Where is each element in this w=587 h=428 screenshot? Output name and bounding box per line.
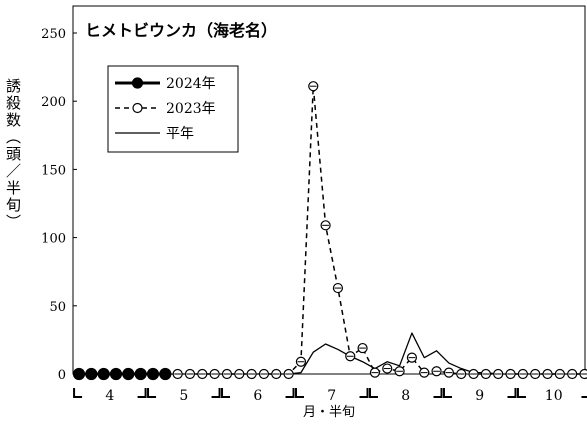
month-label-4: 4 xyxy=(105,388,114,404)
month-bracket-start-6 xyxy=(221,388,231,398)
data-point-solid-bold-filled-7 xyxy=(146,367,160,381)
month-bracket-start-7 xyxy=(295,388,305,398)
y-axis: 0 50 100 150 200 250 xyxy=(41,27,77,383)
series-line-solid-thin xyxy=(79,332,585,375)
legend-label-solid-thin: 平年 xyxy=(166,126,194,142)
month-bracket-end-4 xyxy=(137,388,147,398)
month-label-6: 6 xyxy=(253,388,262,404)
x-axis: 4 5 6 7 8 9 10 xyxy=(73,388,587,404)
month-label-5: 5 xyxy=(179,388,188,404)
data-point-solid-bold-filled-4 xyxy=(109,367,123,381)
plot-area xyxy=(72,5,586,375)
y-axis-label: 誘殺数（頭／半旬） xyxy=(4,78,22,231)
legend-marker-dashed-open xyxy=(132,102,143,114)
y-tick-label-0: 0 xyxy=(58,368,66,383)
data-point-solid-bold-filled-6 xyxy=(134,367,147,381)
month-bracket-end-10 xyxy=(581,396,587,398)
y-tick-label-150: 150 xyxy=(41,163,66,178)
legend-box xyxy=(107,65,239,153)
y-tick-label-50: 50 xyxy=(49,300,66,315)
data-point-solid-bold-filled-1 xyxy=(72,367,86,381)
month-bracket-start-5 xyxy=(147,388,157,398)
month-bracket-end-7 xyxy=(359,388,369,398)
month-label-8: 8 xyxy=(401,388,410,404)
data-point-solid-bold-filled-2 xyxy=(85,367,98,381)
data-point-solid-bold-filled-5 xyxy=(122,367,135,381)
month-bracket-end-8 xyxy=(433,388,443,398)
month-bracket-end-9 xyxy=(507,388,517,398)
series-layer xyxy=(72,81,587,381)
month-label-9: 9 xyxy=(475,388,484,404)
data-point-solid-bold-filled-3 xyxy=(97,367,110,381)
month-bracket-start-8 xyxy=(368,388,378,398)
y-tick-label-200: 200 xyxy=(41,95,66,110)
month-label-7: 7 xyxy=(327,388,336,404)
month-bracket-start-10 xyxy=(516,388,526,398)
legend-label-dashed-open: 2023年 xyxy=(166,101,216,117)
x-axis-label: 月・半旬 xyxy=(303,405,355,420)
chart-title: ヒメトビウンカ（海老名） xyxy=(85,21,277,40)
month-bracket-start-9 xyxy=(442,388,452,398)
y-tick-label-100: 100 xyxy=(41,232,66,247)
y-tick-label-250: 250 xyxy=(41,27,66,42)
legend-marker-solid-bold-filled xyxy=(131,77,144,89)
month-bracket-end-6 xyxy=(285,388,295,398)
series-line-dashed-open xyxy=(177,85,585,375)
month-label-10: 10 xyxy=(545,388,563,404)
legend-label-solid-bold-filled: 2024年 xyxy=(166,76,216,92)
data-point-solid-bold-filled-8 xyxy=(159,367,172,381)
month-bracket-start-4 xyxy=(73,388,83,398)
month-bracket-end-5 xyxy=(211,388,221,398)
